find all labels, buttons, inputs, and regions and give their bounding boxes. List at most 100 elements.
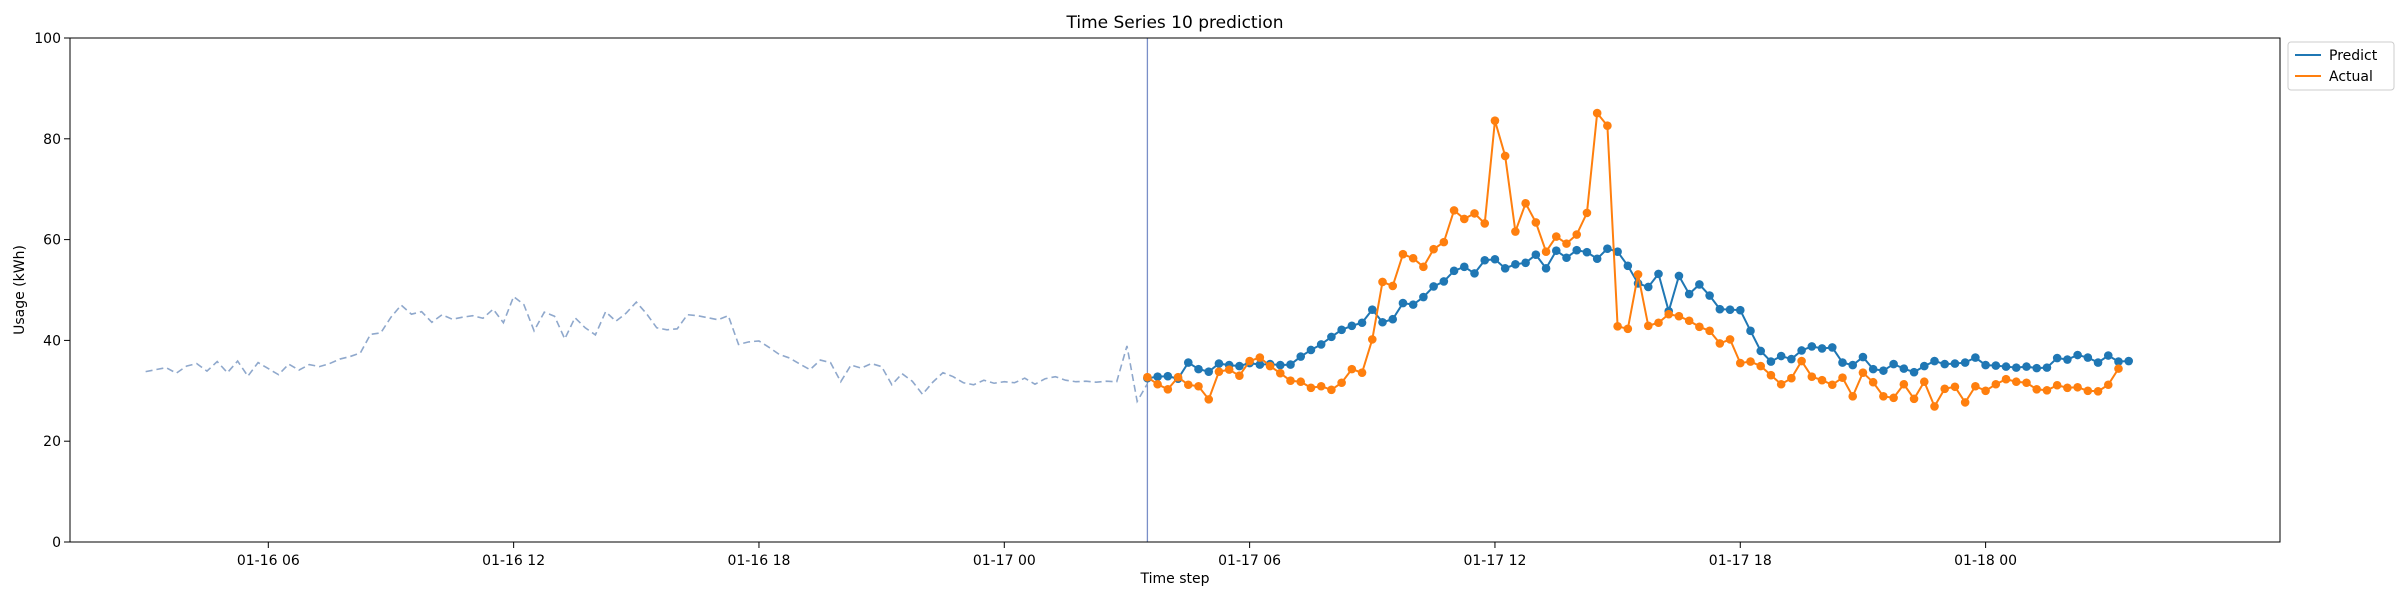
data-point-actual (1674, 311, 1684, 321)
data-point-actual (1316, 381, 1326, 391)
data-point-predict (1715, 304, 1725, 314)
data-point-actual (1562, 239, 1571, 248)
data-point-predict (1868, 364, 1878, 374)
data-point-actual (1541, 247, 1551, 256)
data-point-actual (1255, 353, 1265, 362)
y-tick-label: 40 (43, 333, 61, 349)
data-point-actual (1756, 361, 1766, 371)
data-point-predict (1296, 352, 1306, 361)
data-point-predict (1603, 244, 1612, 253)
data-point-predict (2124, 356, 2134, 366)
data-point-predict (1684, 289, 1694, 299)
data-point-predict (1879, 366, 1888, 375)
data-point-predict (1449, 266, 1459, 276)
data-point-actual (2093, 387, 2103, 396)
data-point-predict (1429, 282, 1438, 291)
data-point-actual (1735, 358, 1745, 368)
history-line (145, 295, 1149, 404)
data-point-actual (1817, 375, 1827, 385)
data-point-predict (2093, 358, 2103, 367)
data-point-predict (1807, 342, 1817, 351)
data-point-predict (1705, 291, 1714, 300)
data-point-predict (1419, 292, 1428, 302)
x-axis-label: Time step (1140, 571, 1210, 587)
x-tick-label: 01-16 18 (727, 553, 790, 569)
data-point-actual (1500, 151, 1510, 161)
data-point-actual (1766, 370, 1776, 380)
data-point-predict (1204, 367, 1214, 376)
data-point-predict (1960, 358, 1970, 367)
data-point-predict (1275, 360, 1285, 370)
data-point-predict (1582, 247, 1592, 257)
data-point-actual (1592, 108, 1602, 118)
data-point-predict (1327, 332, 1336, 342)
data-point-actual (1971, 381, 1980, 391)
data-point-predict (1347, 321, 1357, 331)
data-point-predict (2032, 363, 2042, 373)
data-point-actual (1879, 392, 1888, 401)
data-point-actual (1684, 316, 1694, 326)
y-tick-label: 80 (43, 132, 61, 148)
chart-legend[interactable]: Predict Actual (2287, 41, 2395, 91)
data-point-actual (2103, 380, 2113, 390)
data-point-actual (1214, 367, 1224, 376)
data-point-actual (1194, 381, 1203, 391)
data-point-actual (1919, 377, 1929, 387)
data-point-predict (1889, 359, 1898, 369)
data-point-actual (1327, 385, 1336, 395)
y-tick-label: 0 (52, 535, 61, 551)
data-point-actual (1613, 321, 1622, 331)
data-point-actual (1163, 384, 1173, 394)
x-tick-label: 01-17 06 (1218, 553, 1281, 569)
data-point-actual (1695, 322, 1704, 332)
data-point-actual (1490, 116, 1500, 125)
data-point-actual (1787, 373, 1796, 383)
legend-label-actual: Actual (2329, 69, 2373, 85)
data-point-predict (1521, 258, 1530, 268)
data-point-predict (1183, 358, 1193, 367)
data-point-predict (1838, 358, 1847, 367)
data-point-actual (1909, 394, 1919, 404)
data-point-actual (1419, 262, 1428, 272)
data-point-actual (1439, 237, 1449, 247)
data-point-predict (1725, 305, 1735, 314)
data-point-predict (1930, 356, 1939, 366)
data-point-actual (1960, 398, 1970, 407)
data-point-actual (1449, 206, 1459, 215)
data-point-predict (1848, 360, 1858, 370)
data-point-actual (1603, 121, 1612, 130)
data-point-actual (1623, 324, 1633, 334)
x-tick-label: 01-18 00 (1954, 553, 2017, 569)
data-point-predict (1357, 318, 1367, 328)
data-point-actual (1950, 382, 1960, 392)
data-point-actual (1153, 379, 1162, 389)
data-point-predict (1163, 371, 1173, 381)
series-predict (1143, 244, 2134, 384)
x-tick-label: 01-17 18 (1709, 553, 1772, 569)
data-point-predict (1756, 346, 1766, 356)
data-point-actual (2052, 380, 2062, 390)
data-point-predict (1531, 250, 1541, 260)
data-point-actual (1664, 309, 1674, 319)
data-point-actual (1480, 219, 1490, 228)
data-point-predict (1286, 360, 1295, 369)
data-point-predict (1940, 359, 1950, 369)
x-tick-label: 01-16 06 (237, 553, 300, 569)
legend-label-predict: Predict (2329, 48, 2378, 64)
data-point-predict (1470, 269, 1479, 278)
x-tick-label: 01-17 00 (973, 553, 1036, 569)
data-point-actual (1511, 227, 1520, 236)
data-point-predict (1337, 325, 1346, 335)
y-axis-label: Usage (kWh) (12, 245, 28, 335)
data-point-actual (2022, 378, 2031, 388)
data-point-predict (1776, 351, 1786, 361)
data-point-predict (2022, 362, 2031, 371)
data-point-actual (1388, 281, 1398, 291)
data-point-predict (1408, 300, 1418, 309)
data-point-actual (1265, 361, 1275, 371)
data-point-actual (1347, 364, 1357, 374)
x-tick-label: 01-16 12 (482, 553, 545, 569)
data-point-predict (1490, 254, 1500, 264)
data-point-actual (1398, 249, 1408, 259)
data-point-actual (1357, 368, 1367, 377)
